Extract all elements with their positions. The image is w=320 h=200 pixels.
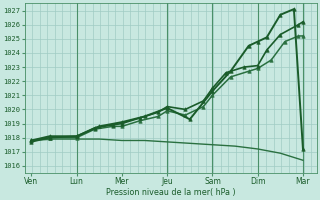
- X-axis label: Pression niveau de la mer( hPa ): Pression niveau de la mer( hPa ): [106, 188, 236, 197]
